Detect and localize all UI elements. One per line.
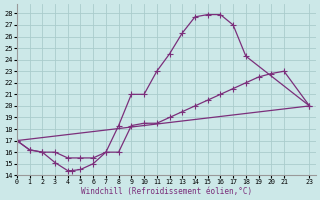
- X-axis label: Windchill (Refroidissement éolien,°C): Windchill (Refroidissement éolien,°C): [81, 187, 252, 196]
